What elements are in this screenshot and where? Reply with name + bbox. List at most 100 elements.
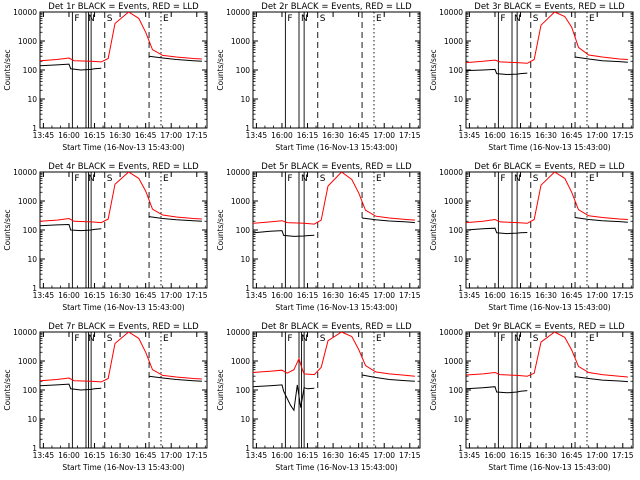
- x-tick-label: 16:30: [535, 291, 557, 300]
- plot-frame: [252, 331, 421, 449]
- series-events-line: [466, 68, 528, 76]
- y-axis: 1 10 100 1000 10000: [226, 168, 420, 293]
- time-markers: [497, 172, 588, 288]
- chart-title: Det 2r BLACK = Events, RED = LLD: [261, 2, 412, 12]
- y-tick-label: 100: [23, 226, 38, 235]
- x-tick-label: 17:00: [586, 131, 608, 140]
- x-axis: 13:45 16:00 16:15 16:30 16:45 17:00 17:15: [459, 172, 634, 300]
- marker-label-F: F: [287, 174, 292, 184]
- y-tick-label: 100: [449, 386, 464, 395]
- series-lld-line: [40, 332, 202, 383]
- x-tick-label: 16:45: [135, 131, 157, 140]
- marker-label-N: N: [301, 174, 308, 184]
- x-tick-label: 16:00: [58, 131, 80, 140]
- plot-frame: [252, 171, 421, 289]
- series-events-line: [40, 383, 102, 391]
- series-group: [40, 12, 202, 71]
- x-axis-label: Start Time (16-Nov-13 15:43:00): [488, 143, 610, 152]
- series-group: [466, 332, 628, 394]
- plot-frame: [39, 331, 208, 449]
- series-group: [466, 12, 628, 76]
- y-tick-label: 100: [23, 66, 38, 75]
- marker-label-E: E: [163, 334, 169, 344]
- y-axis: 1 10 100 1000 10000: [439, 328, 633, 453]
- chart-title: Det 7r BLACK = Events, RED = LLD: [48, 322, 199, 332]
- x-tick-label: 16:15: [84, 131, 106, 140]
- x-axis-label: Start Time (16-Nov-13 15:43:00): [275, 303, 397, 312]
- x-tick-label: 16:15: [297, 291, 319, 300]
- x-axis: 13:45 16:00 16:15 16:30 16:45 17:00 17:15: [459, 332, 634, 460]
- x-tick-label: 16:45: [348, 291, 370, 300]
- x-tick-label: 16:45: [348, 131, 370, 140]
- y-tick-label: 1000: [444, 197, 463, 206]
- y-tick-label: 10000: [439, 168, 463, 177]
- chart-panel-det2: Det 2r BLACK = Events, RED = LLD 1 10 100 10…: [216, 2, 421, 152]
- x-tick-label: 16:30: [322, 291, 344, 300]
- marker-label-N: N: [514, 334, 521, 344]
- marker-label-E: E: [376, 334, 382, 344]
- marker-label-N: N: [514, 14, 521, 24]
- series-events-line: [362, 217, 415, 224]
- x-axis-label: Start Time (16-Nov-13 15:43:00): [62, 143, 184, 152]
- x-tick-label: 16:00: [484, 131, 506, 140]
- y-axis: 1 10 100 1000 10000: [439, 168, 633, 293]
- series-lld-line: [253, 332, 415, 377]
- chart-title: Det 5r BLACK = Events, RED = LLD: [261, 162, 412, 172]
- marker-label-E: E: [589, 334, 595, 344]
- marker-label-E: E: [163, 14, 169, 24]
- x-axis: 13:45 16:00 16:15 16:30 16:45 17:00 17:15: [246, 332, 421, 460]
- x-tick-label: 13:45: [33, 131, 55, 140]
- chart-panel-det8: Det 8r BLACK = Events, RED = LLD 1 10 100 10…: [216, 322, 421, 472]
- y-axis-label: Counts/sec: [429, 209, 438, 250]
- marker-label-F: F: [287, 334, 292, 344]
- plot-frame: [252, 11, 421, 129]
- x-tick-label: 16:30: [109, 131, 131, 140]
- x-tick-label: 16:00: [271, 451, 293, 460]
- series-events-line: [149, 375, 202, 382]
- y-tick-label: 10: [27, 255, 37, 264]
- marker-label-E: E: [163, 174, 169, 184]
- x-axis-label: Start Time (16-Nov-13 15:43:00): [62, 463, 184, 472]
- y-tick-label: 1: [458, 124, 463, 133]
- marker-label-S: S: [320, 174, 326, 184]
- marker-label-N: N: [514, 174, 521, 184]
- x-tick-label: 16:45: [561, 451, 583, 460]
- x-axis-label: Start Time (16-Nov-13 15:43:00): [275, 463, 397, 472]
- y-tick-label: 1: [458, 444, 463, 453]
- chart-title: Det 1r BLACK = Events, RED = LLD: [48, 2, 199, 12]
- y-tick-label: 10000: [439, 8, 463, 17]
- y-tick-label: 1000: [18, 357, 37, 366]
- x-tick-label: 17:00: [160, 131, 182, 140]
- x-tick-label: 17:00: [160, 451, 182, 460]
- x-tick-label: 13:45: [246, 451, 268, 460]
- marker-label-S: S: [320, 334, 326, 344]
- y-axis-label: Counts/sec: [3, 369, 12, 410]
- x-tick-label: 17:15: [612, 131, 634, 140]
- chart-panel-det7: Det 7r BLACK = Events, RED = LLD 1 10 100 10…: [3, 322, 208, 472]
- time-markers: [284, 332, 375, 448]
- chart-title: Det 4r BLACK = Events, RED = LLD: [48, 162, 199, 172]
- series-events-line: [149, 55, 202, 62]
- y-axis-label: Counts/sec: [216, 209, 225, 250]
- x-tick-label: 16:00: [271, 291, 293, 300]
- x-tick-label: 17:00: [160, 291, 182, 300]
- y-tick-label: 1: [245, 284, 250, 293]
- x-tick-label: 16:15: [297, 131, 319, 140]
- y-tick-label: 100: [449, 226, 464, 235]
- x-tick-label: 17:15: [612, 291, 634, 300]
- x-tick-label: 16:00: [484, 291, 506, 300]
- time-markers: [497, 12, 588, 128]
- x-tick-label: 13:45: [33, 451, 55, 460]
- x-tick-label: 17:15: [186, 131, 208, 140]
- x-tick-label: 17:15: [399, 291, 421, 300]
- x-tick-label: 16:45: [135, 291, 157, 300]
- x-tick-label: 16:00: [58, 291, 80, 300]
- marker-label-S: S: [107, 174, 113, 184]
- series-group: [40, 172, 202, 232]
